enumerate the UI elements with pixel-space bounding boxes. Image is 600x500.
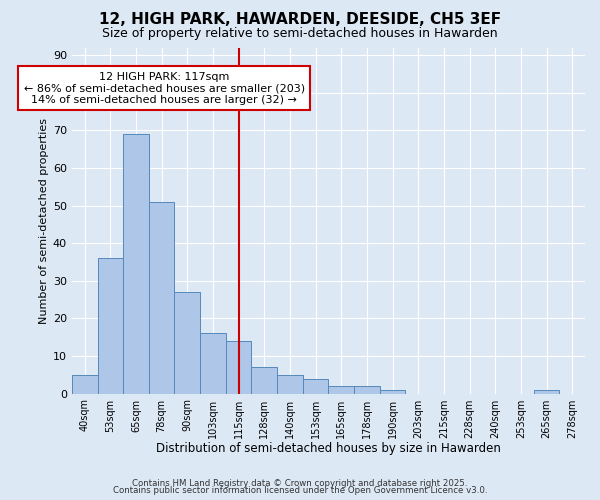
Text: 12 HIGH PARK: 117sqm
← 86% of semi-detached houses are smaller (203)
14% of semi: 12 HIGH PARK: 117sqm ← 86% of semi-detac…: [23, 72, 305, 105]
Bar: [226, 341, 251, 394]
Bar: [175, 292, 200, 394]
Text: Size of property relative to semi-detached houses in Hawarden: Size of property relative to semi-detach…: [102, 28, 498, 40]
Bar: [72, 375, 98, 394]
Bar: [303, 378, 328, 394]
Bar: [380, 390, 406, 394]
Bar: [533, 390, 559, 394]
Bar: [123, 134, 149, 394]
X-axis label: Distribution of semi-detached houses by size in Hawarden: Distribution of semi-detached houses by …: [156, 442, 501, 455]
Bar: [251, 368, 277, 394]
Bar: [149, 202, 175, 394]
Text: Contains HM Land Registry data © Crown copyright and database right 2025.: Contains HM Land Registry data © Crown c…: [132, 478, 468, 488]
Bar: [328, 386, 354, 394]
Bar: [354, 386, 380, 394]
Text: Contains public sector information licensed under the Open Government Licence v3: Contains public sector information licen…: [113, 486, 487, 495]
Bar: [98, 258, 123, 394]
Y-axis label: Number of semi-detached properties: Number of semi-detached properties: [39, 118, 49, 324]
Text: 12, HIGH PARK, HAWARDEN, DEESIDE, CH5 3EF: 12, HIGH PARK, HAWARDEN, DEESIDE, CH5 3E…: [99, 12, 501, 28]
Bar: [277, 375, 303, 394]
Bar: [200, 334, 226, 394]
